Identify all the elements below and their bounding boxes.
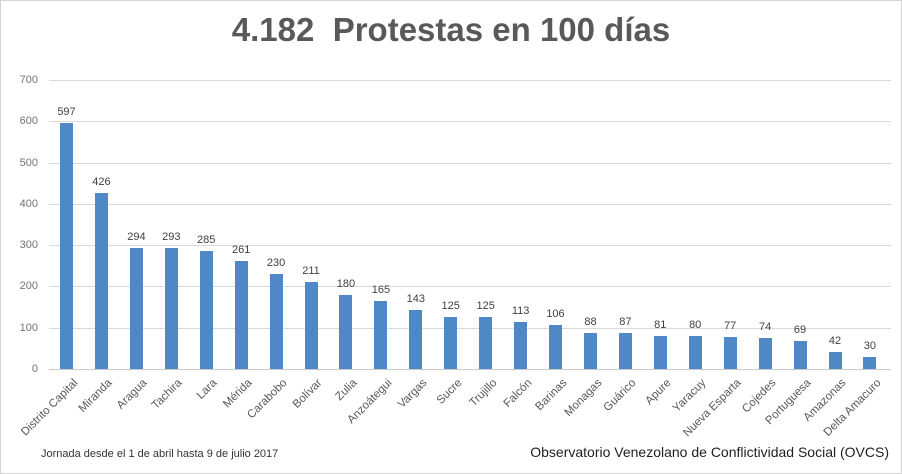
bar-value-label-cojedes: 74 (758, 321, 772, 334)
bar-value-label-bol-var: 211 (302, 264, 320, 277)
bar-miranda (94, 193, 108, 369)
footnote-period: Jornada desde el 1 de abril hasta 9 de j… (41, 448, 279, 460)
chart-title: 4.182 Protestas en 100 días (231, 11, 671, 48)
bar-value-label-apure: 81 (654, 318, 667, 331)
y-axis-tick-label: 500 (19, 156, 38, 169)
y-axis-tick-label: 200 (19, 280, 38, 293)
bar-value-label-zulia: 180 (336, 277, 356, 290)
bar-monagas (584, 332, 597, 369)
bar-value-label-sucre: 125 (441, 300, 460, 313)
bar-delta-amacuro (863, 356, 877, 369)
gridline-400 (49, 203, 891, 205)
y-axis-tick-label: 100 (19, 321, 38, 334)
bar-value-label-portuguesa: 69 (793, 323, 807, 336)
bar-value-label-distrito-capital: 597 (57, 105, 76, 118)
y-axis-tick-label: 0 (31, 363, 38, 375)
bar-yaracuy (688, 336, 702, 369)
bar-amazonas (828, 351, 842, 369)
bar-trujillo (479, 317, 493, 369)
gridline-0 (49, 369, 891, 370)
bar-cojedes (758, 338, 772, 369)
bar-value-label-carabobo: 230 (266, 257, 286, 269)
bar-carabobo (269, 274, 283, 369)
y-axis-tick-label: 700 (19, 74, 38, 86)
y-axis-tick-label: 300 (19, 239, 38, 252)
bar-apure (653, 335, 667, 369)
bar-value-label-amazonas: 42 (828, 334, 842, 347)
bar-portuguesa (793, 340, 807, 369)
bar-anzo-tegui (374, 300, 388, 369)
bar-value-label-barinas: 106 (546, 308, 565, 321)
gridline-300 (49, 245, 891, 247)
bar-value-label-falc-n: 113 (511, 305, 530, 318)
gridline-200 (49, 286, 891, 288)
bar-nueva-esparta (723, 337, 737, 369)
y-axis-tick-label: 600 (19, 115, 38, 128)
gridline-700 (49, 80, 891, 81)
bar-lara (199, 251, 213, 369)
bar-value-label-anzo-tegui: 165 (371, 283, 391, 296)
bar-value-label-miranda: 426 (92, 176, 111, 189)
bar-zulia (339, 294, 353, 369)
bar-value-label-yaracuy: 80 (689, 319, 702, 331)
bar-vargas (409, 310, 423, 369)
bar-value-label-trujillo: 125 (476, 300, 495, 313)
bar-gu-rico (618, 333, 632, 369)
bar-value-label-delta-amacuro: 30 (863, 339, 877, 352)
bar-value-label-vargas: 143 (406, 293, 425, 305)
bar-value-label-m-rida: 261 (232, 244, 251, 257)
bar-value-label-tachira: 293 (162, 231, 181, 243)
bar-value-label-aragua: 294 (127, 230, 146, 243)
bar-value-label-nueva-esparta: 77 (724, 320, 737, 333)
gridline-500 (49, 162, 891, 164)
footnote-source: Observatorio Venezolano de Conflictivida… (530, 444, 889, 460)
gridline-600 (49, 121, 891, 123)
bar-value-label-lara: 285 (197, 234, 216, 247)
bar-distrito-capital (60, 122, 73, 369)
bar-tachira (164, 248, 178, 369)
bar-m-rida (234, 261, 248, 369)
bar-value-label-gu-rico: 87 (619, 316, 632, 329)
bar-barinas (549, 325, 562, 369)
bar-bol-var (304, 281, 318, 369)
bar-value-label-monagas: 88 (584, 315, 597, 328)
bar-sucre (444, 317, 458, 369)
bar-aragua (129, 247, 143, 369)
gridline-100 (49, 327, 891, 329)
bar-falc-n (514, 322, 528, 369)
y-axis-tick-label: 400 (19, 197, 38, 210)
